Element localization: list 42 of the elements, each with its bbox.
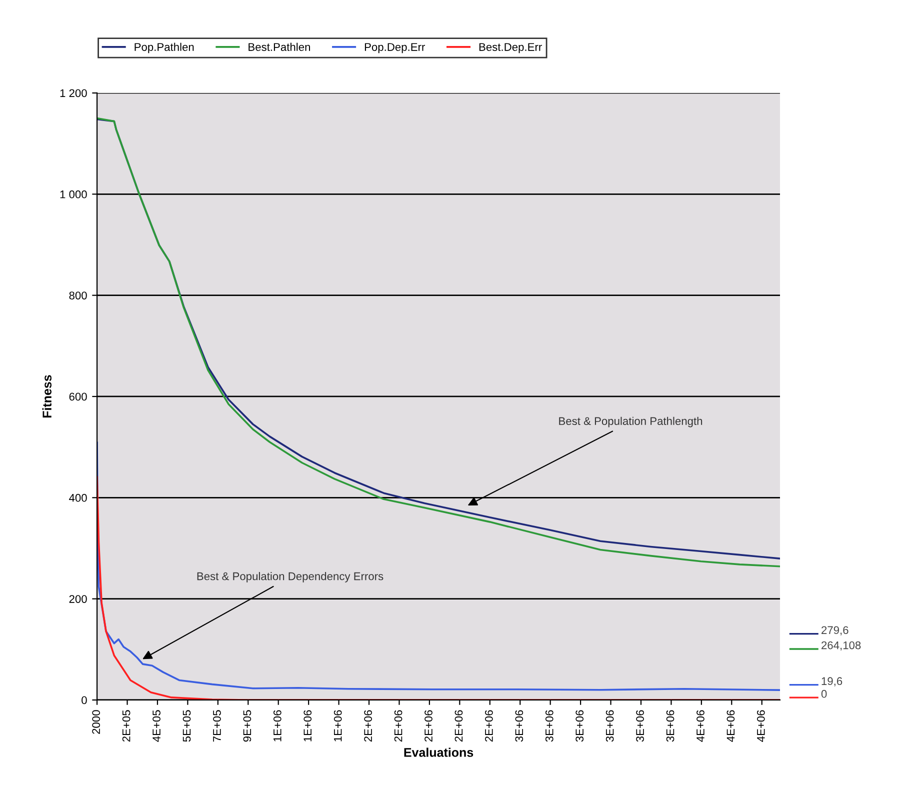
x-tick-label: 3E+06	[636, 710, 644, 742]
x-tick-label: 9E+05	[243, 710, 252, 742]
legend-label: Best.Dep.Err	[479, 43, 542, 54]
x-tick-label: 3E+06	[576, 710, 584, 742]
x-tick-label: 1E+06	[304, 710, 312, 742]
text: 19,6	[822, 677, 842, 686]
y-tick-label: 1 200	[60, 89, 87, 98]
annotation: Best & Population Pathlength	[559, 416, 702, 428]
legend-label: Pop.Pathlen	[134, 42, 194, 54]
legend-label: Best.Pathlen	[248, 42, 310, 51]
x-tick-label: 2E+06	[364, 710, 372, 742]
y-tick-label: 600	[69, 392, 87, 401]
x-tick-label: 2E+06	[485, 710, 493, 742]
x-tick-label: 2E+05	[122, 710, 130, 742]
x-tick-label: 1E+06	[273, 710, 282, 742]
annotation: Best & Population Dependency Errors	[197, 572, 384, 582]
x-tick-label: 1E+06	[334, 710, 342, 742]
y-tick-label: 0	[82, 696, 87, 704]
x-tick-label: 3E+06	[606, 710, 614, 742]
x-tick-label: 2E+06	[454, 710, 463, 742]
x-tick-label: 3E+06	[515, 710, 524, 742]
y-tick-label: 200	[69, 595, 87, 603]
x-tick-label: 4E+06	[726, 710, 735, 742]
y-tick-label: 400	[69, 494, 87, 502]
x-tick-label: 5E+05	[182, 710, 191, 742]
x-tick-label: 3E+06	[666, 710, 674, 742]
x-tick-label: 2E+06	[424, 710, 432, 742]
y-tick-label: 800	[69, 292, 87, 300]
x-tick-label: 4E+06	[756, 710, 765, 742]
text: 264,108	[822, 641, 861, 651]
text: 279,6	[822, 626, 848, 636]
x-tick-label: 4E+06	[696, 710, 704, 742]
y-tick-label: 1 000	[60, 190, 87, 198]
x-tick-label: 2000	[92, 710, 100, 734]
y-axis-title: Fitness	[42, 375, 52, 418]
x-axis-title: Evaluations	[404, 748, 474, 757]
x-tick-label: 7E+05	[213, 710, 221, 742]
legend-label: Pop.Dep.Err	[364, 43, 425, 54]
x-tick-label: 2E+06	[394, 710, 402, 742]
text: 0	[821, 690, 827, 698]
x-tick-label: 3E+06	[545, 710, 554, 742]
x-tick-label: 4E+05	[152, 710, 160, 742]
